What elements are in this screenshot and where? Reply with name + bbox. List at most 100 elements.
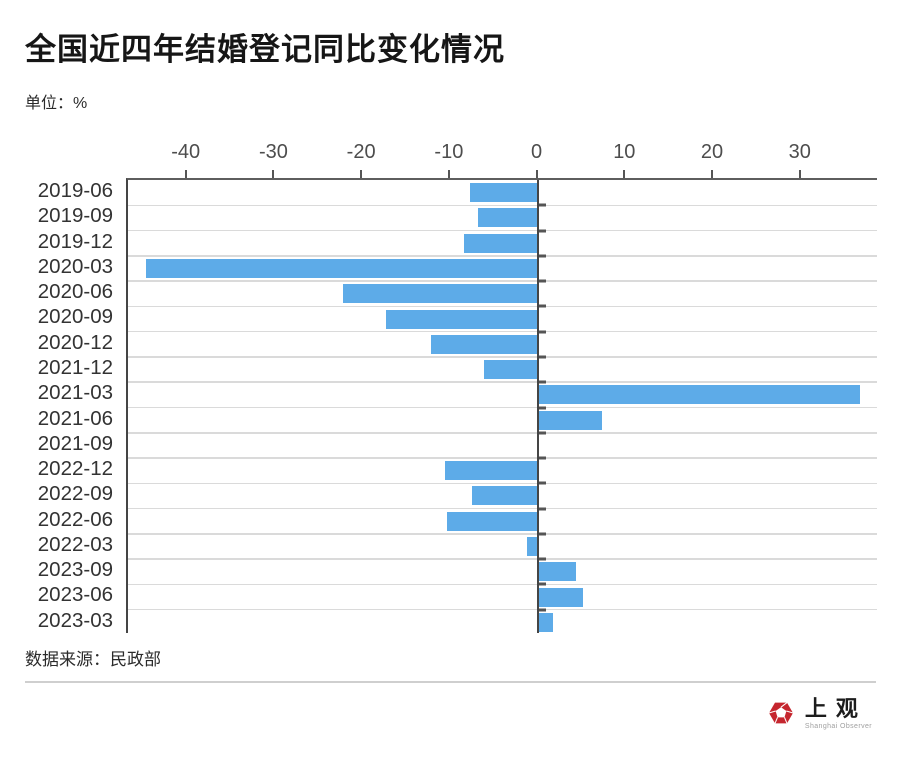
x-tick-label: -20 <box>346 141 376 163</box>
publisher-logo: 上观 Shanghai Observer <box>766 696 872 730</box>
bar-2023-03 <box>537 612 554 632</box>
gridline <box>128 533 877 535</box>
zero-axis-line <box>536 180 539 633</box>
logo-en-text: Shanghai Observer <box>804 722 872 730</box>
category-label: 2020-06 <box>37 280 113 304</box>
category-label: 2023-06 <box>37 583 113 607</box>
shanghai-observer-pinwheel-icon <box>768 702 794 724</box>
category-label: 2021-09 <box>37 431 113 455</box>
plot-area <box>126 178 877 633</box>
category-label: 2023-03 <box>37 608 113 632</box>
gridline <box>128 482 877 485</box>
gridline <box>128 330 877 333</box>
category-label: 2020-09 <box>37 305 113 329</box>
category-label: 2020-03 <box>37 254 113 278</box>
x-tick-mark <box>798 170 801 178</box>
gridline <box>128 204 877 207</box>
category-label: 2021-12 <box>37 355 113 379</box>
category-label: 2019-12 <box>37 229 113 253</box>
category-labels: 2019-06 2019-09 2019-12 2020-03 2020-06 2020-… <box>0 178 113 633</box>
bar-2021-03 <box>537 385 860 405</box>
bar-2022-06 <box>446 511 538 531</box>
bar-2020-06 <box>343 284 538 304</box>
zero-line-tick <box>538 330 546 334</box>
zero-line-tick <box>538 532 546 536</box>
zero-line-tick <box>538 355 546 359</box>
x-tick-mark <box>447 170 450 178</box>
gridline <box>128 381 877 383</box>
x-tick-label: 30 <box>788 141 811 163</box>
x-tick-mark <box>360 170 363 178</box>
x-tick-label: 10 <box>613 141 636 163</box>
bar-2019-12 <box>464 233 538 253</box>
x-tick-label: 20 <box>700 141 724 163</box>
bar-2019-09 <box>478 208 538 228</box>
bar-2022-09 <box>471 486 538 506</box>
bar-2023-06 <box>537 587 583 607</box>
category-label: 2023-09 <box>37 558 113 582</box>
zero-line-tick <box>538 406 546 409</box>
x-axis-tick-marks <box>126 170 877 178</box>
gridline <box>128 229 877 232</box>
bar-2019-06 <box>470 183 538 203</box>
category-label: 2019-06 <box>37 179 113 202</box>
logo-text: 上观 Shanghai Observer <box>804 695 872 730</box>
bar-2021-06 <box>537 410 603 430</box>
gridline <box>128 255 877 257</box>
gridline <box>128 432 877 434</box>
category-label: 2022-03 <box>37 532 113 556</box>
zero-line-tick <box>538 431 546 435</box>
x-tick-label: -30 <box>258 141 288 163</box>
zero-line-tick <box>538 507 546 511</box>
x-tick-mark <box>623 170 626 178</box>
zero-line-tick <box>538 608 546 612</box>
bar-2020-09 <box>386 309 538 329</box>
zero-line-tick <box>538 304 546 308</box>
gridline <box>128 305 877 308</box>
unit-label: 单位：% <box>25 95 88 112</box>
zero-line-tick <box>538 582 546 586</box>
gridline <box>128 406 877 409</box>
x-tick-mark <box>711 170 714 178</box>
x-tick-label: -10 <box>434 141 464 163</box>
zero-line-tick <box>538 481 546 485</box>
source-label: 数据来源：民政部 <box>25 650 161 669</box>
gridline <box>128 457 877 459</box>
gridline <box>128 507 877 510</box>
footer-divider <box>25 681 876 683</box>
x-tick-mark <box>272 170 275 178</box>
gridline <box>128 608 877 611</box>
bar-2021-12 <box>484 360 538 380</box>
category-label: 2020-12 <box>37 330 113 354</box>
zero-line-tick <box>538 557 546 561</box>
x-tick-mark <box>535 170 538 178</box>
category-label: 2022-06 <box>37 507 113 531</box>
bar-2023-09 <box>537 562 576 582</box>
zero-line-tick <box>538 279 546 283</box>
bar-2020-03 <box>146 258 538 278</box>
zero-line-tick <box>538 203 546 207</box>
gridline <box>128 558 877 560</box>
page-title: 全国近四年结婚登记同比变化情况 <box>25 32 505 67</box>
bar-2020-12 <box>430 334 538 354</box>
category-label: 2022-12 <box>37 457 113 481</box>
zero-line-tick <box>538 380 546 384</box>
x-axis-tick-labels: -40 -30 -20 -10 0 10 20 30 <box>126 141 877 168</box>
category-label: 2019-09 <box>37 204 113 228</box>
category-label: 2022-09 <box>37 482 113 506</box>
logo-cn-text: 上观 <box>804 695 867 721</box>
bar-2022-12 <box>444 461 538 481</box>
gridline <box>128 356 877 358</box>
zero-line-tick <box>538 456 546 460</box>
category-label: 2021-03 <box>37 381 113 405</box>
gridline <box>128 583 877 586</box>
bar-2022-03 <box>527 537 538 557</box>
zero-line-tick <box>538 229 546 233</box>
zero-line-tick <box>538 254 546 258</box>
gridline <box>128 280 877 282</box>
x-tick-label: 0 <box>531 141 543 163</box>
x-tick-mark <box>184 170 187 178</box>
x-tick-label: -40 <box>171 141 201 163</box>
category-label: 2021-06 <box>37 406 113 430</box>
